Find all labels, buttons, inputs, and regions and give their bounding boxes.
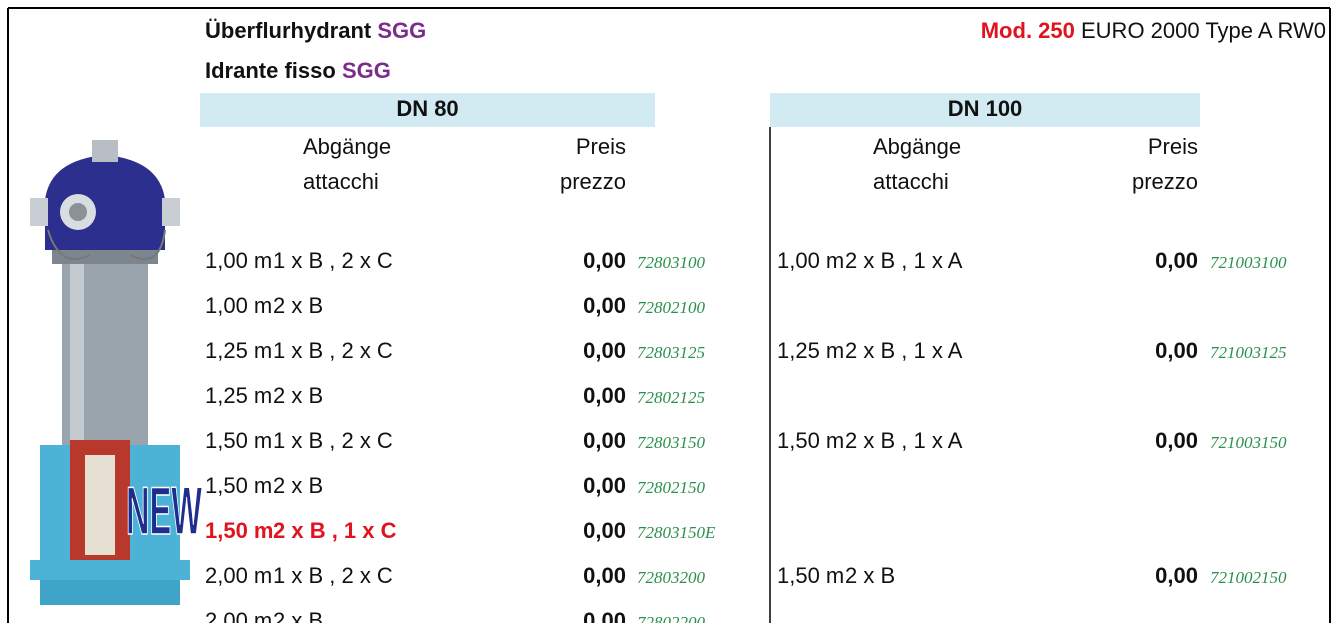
length: 1,00 m — [205, 248, 272, 273]
price: 0,00 — [583, 428, 626, 453]
price: 0,00 — [583, 338, 626, 363]
length: 2,00 m — [205, 563, 272, 588]
price: 0,00 — [1155, 338, 1198, 363]
article-code: 72803150 — [637, 433, 706, 452]
price: 0,00 — [583, 563, 626, 588]
length: 1,25 m — [205, 338, 272, 363]
outlets: 1 x B , 2 x C — [273, 563, 393, 588]
article-code: 721003125 — [1210, 343, 1287, 362]
length: 1,00 m — [777, 248, 844, 273]
column-header: prezzo — [1132, 169, 1198, 194]
length: 1,00 m — [205, 293, 272, 318]
model-number: Mod. 250 — [981, 18, 1075, 43]
outlets: 2 x B — [845, 563, 895, 588]
length: 1,25 m — [205, 383, 272, 408]
price: 0,00 — [1155, 428, 1198, 453]
table-heading: DN 80 — [396, 96, 458, 121]
price: 0,00 — [1155, 248, 1198, 273]
length: 1,50 m — [205, 428, 272, 453]
column-header: Abgänge — [873, 134, 961, 159]
model: Mod. 250 EURO 2000 Type A RW0 — [981, 18, 1326, 43]
price: 0,00 — [583, 248, 626, 273]
table-heading: DN 100 — [948, 96, 1023, 121]
column-header: attacchi — [873, 169, 949, 194]
title-text: Überflurhydrant — [205, 18, 372, 43]
article-code: 72802100 — [637, 298, 706, 317]
length: 1,25 m — [777, 338, 844, 363]
article-code: 72802200 — [637, 613, 706, 623]
length: 1,50 m — [205, 473, 272, 498]
price: 0,00 — [583, 518, 626, 543]
model-desc: EURO 2000 Type A RW0 — [1081, 18, 1326, 43]
length: 1,50 m — [777, 563, 844, 588]
price: 0,00 — [583, 473, 626, 498]
outlets: 2 x B — [273, 293, 323, 318]
column-header: prezzo — [560, 169, 626, 194]
brand: SGG — [377, 18, 426, 43]
length: 1,50 m — [777, 428, 844, 453]
price: 0,00 — [583, 383, 626, 408]
column-header: attacchi — [303, 169, 379, 194]
outlets: 2 x B , 1 x A — [845, 248, 963, 273]
outlets: 2 x B , 1 x A — [845, 428, 963, 453]
outlets: 2 x B — [273, 473, 323, 498]
article-code: 72803125 — [637, 343, 705, 362]
price: 0,00 — [583, 293, 626, 318]
article-code: 721002150 — [1210, 568, 1287, 587]
length: 1,50 m — [205, 518, 274, 543]
outlets: 2 x B — [273, 608, 323, 623]
price: 0,00 — [583, 608, 626, 623]
column-header: Preis — [1148, 134, 1198, 159]
subtitle-text: Idrante fisso — [205, 58, 336, 83]
price: 0,00 — [1155, 563, 1198, 588]
outlets: 2 x B , 1 x A — [845, 338, 963, 363]
article-code: 72802150 — [637, 478, 706, 497]
article-code: 72803100 — [637, 253, 706, 272]
outlets: 1 x B , 2 x C — [273, 428, 393, 453]
subtitle: Idrante fisso SGG — [205, 58, 391, 83]
outlets: 2 x B , 1 x C — [273, 518, 397, 543]
new-badge: NEW — [126, 473, 202, 549]
article-code: 72802125 — [637, 388, 705, 407]
title: Überflurhydrant SGG — [205, 18, 426, 43]
article-code: 721003150 — [1210, 433, 1287, 452]
outlets: 1 x B , 2 x C — [273, 248, 393, 273]
length: 2,00 m — [205, 608, 272, 623]
article-code: 72803200 — [637, 568, 706, 587]
price-list: NEW Überflurhydrant SGG Idrante fisso SG… — [0, 0, 1334, 623]
column-header: Abgänge — [303, 134, 391, 159]
column-header: Preis — [576, 134, 626, 159]
outlets: 1 x B , 2 x C — [273, 338, 393, 363]
outlets: 2 x B — [273, 383, 323, 408]
article-code: 72803150E — [637, 523, 716, 542]
article-code: 721003100 — [1210, 253, 1287, 272]
brand: SGG — [342, 58, 391, 83]
